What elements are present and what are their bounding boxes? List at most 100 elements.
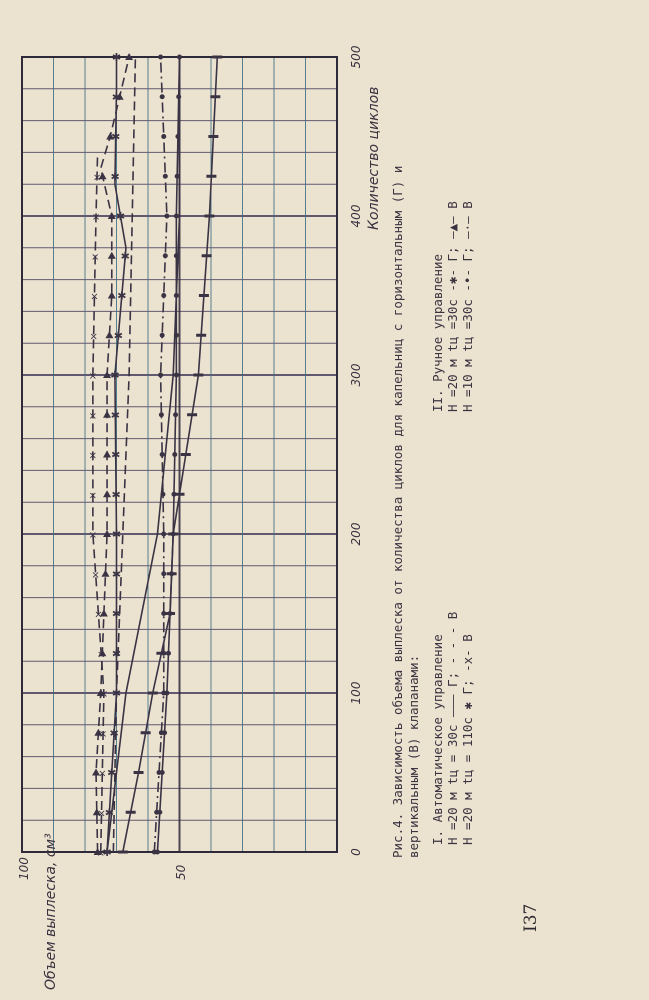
data-point-triangle xyxy=(103,530,112,537)
data-point-star: ✱ xyxy=(121,250,130,263)
data-point-dot xyxy=(161,571,167,577)
data-point-triangle xyxy=(96,689,105,696)
data-point-dot xyxy=(158,412,164,418)
data-point-triangle xyxy=(103,450,112,458)
data-point-dot xyxy=(154,849,160,855)
data-point-triangle xyxy=(106,132,115,140)
data-point-dot xyxy=(177,54,182,60)
data-point-cross: × xyxy=(89,371,97,382)
y-tick-label: 100 xyxy=(17,857,31,880)
data-point-star: ✱ xyxy=(111,409,120,422)
data-point-star: ✱ xyxy=(112,51,121,64)
data-point-star: ✱ xyxy=(110,170,119,183)
chart-series: ××××××××××××××××××✱✱✱✱✱✱✱✱✱✱✱✱✱✱✱✱✱✱✱✱✱ xyxy=(89,51,223,859)
series-8: ✱ ✱ ✱ ✱ ✱ ✱ ✱ ✱ ✱ ✱ ✱ ✱ ✱ ✱ ✱ ✱ ✱ ✱ ✱ ✱ ✱ xyxy=(102,51,129,859)
data-point-triangle xyxy=(99,609,108,617)
data-point-star: ✱ xyxy=(114,329,123,342)
legend-auto-row-1: H =20 м tц = 30с ——— Г; - - - В xyxy=(445,612,460,845)
data-point-triangle xyxy=(115,92,124,100)
data-point-star: ✱ xyxy=(111,488,120,501)
data-point-cross: × xyxy=(94,610,102,621)
legend-auto-title: I. Автоматическое управление xyxy=(430,634,445,845)
data-point-dot xyxy=(161,611,167,616)
y-axis-title: Объем выплеска, см³ xyxy=(43,833,59,990)
data-point-cross: × xyxy=(92,212,100,223)
data-point-dot xyxy=(173,293,179,298)
data-point-dot xyxy=(173,213,179,219)
data-point-dot xyxy=(170,531,176,537)
data-point-dot xyxy=(169,571,175,577)
data-point-cross: × xyxy=(97,808,105,819)
data-point-triangle xyxy=(101,569,110,577)
legend-manual-row-1: H =20 м tц =30с -✱- Г; —▲— В xyxy=(445,201,460,412)
data-point-dot xyxy=(175,134,181,139)
data-point-cross: × xyxy=(89,490,97,501)
data-point-star: ✱ xyxy=(112,91,121,104)
figure-caption: Рис.4. Зависимость объема выплеска от ко… xyxy=(390,166,475,858)
series-line xyxy=(92,152,105,853)
data-point-dot xyxy=(162,253,168,259)
data-point-dot xyxy=(173,412,179,418)
data-point-dot xyxy=(162,173,168,179)
data-point-dot xyxy=(159,332,165,338)
data-point-triangle xyxy=(103,490,112,498)
series-line xyxy=(122,56,219,853)
caption-line-1: Рис.4. Зависимость объема выплеска от ко… xyxy=(390,166,405,858)
data-point-star: ✱ xyxy=(105,806,114,819)
data-point-star: ✱ xyxy=(112,528,121,541)
data-point-dot xyxy=(174,173,180,179)
x-tick-label: 500 xyxy=(349,45,363,68)
series-7 xyxy=(92,53,134,855)
data-point-triangle xyxy=(105,331,114,339)
data-point-cross: × xyxy=(90,292,98,303)
data-point-star: ✱ xyxy=(112,687,121,700)
series-6: ×××××××××××××××××× xyxy=(89,152,108,859)
data-point-dot xyxy=(171,491,177,497)
series-line xyxy=(106,57,127,853)
data-point-star: ✱ xyxy=(111,131,120,144)
series-4 xyxy=(154,54,182,855)
data-point-cross: × xyxy=(91,252,99,263)
data-point-dot xyxy=(161,293,167,298)
series-line xyxy=(106,57,181,853)
caption-line-2: вертикальным (В) клапанами: xyxy=(406,655,421,858)
data-point-triangle xyxy=(94,728,103,736)
data-point-dot xyxy=(159,94,165,100)
data-point-triangle xyxy=(107,291,116,299)
data-point-cross: × xyxy=(89,331,97,342)
data-point-dot xyxy=(161,531,167,537)
data-point-triangle xyxy=(125,53,134,60)
data-point-star: ✱ xyxy=(112,568,121,581)
data-point-dot xyxy=(176,94,182,100)
data-point-cross: × xyxy=(99,729,107,740)
series-1 xyxy=(106,57,181,853)
data-point-dot xyxy=(172,452,178,457)
data-point-cross: × xyxy=(89,451,97,462)
x-tick-label: 200 xyxy=(349,522,363,545)
x-tick-label: 300 xyxy=(349,363,363,386)
data-point-cross: × xyxy=(97,848,105,859)
data-point-triangle xyxy=(92,808,101,816)
data-point-dot xyxy=(158,54,164,60)
data-point-cross: × xyxy=(93,172,101,183)
x-tick-label: 0 xyxy=(349,848,363,856)
y-tick-label: 50 xyxy=(174,864,188,880)
data-point-dot xyxy=(167,611,173,616)
data-point-dot xyxy=(157,809,163,815)
x-tick-label: 100 xyxy=(349,681,363,704)
data-point-star: ✱ xyxy=(107,767,116,780)
page-number: I37 xyxy=(521,904,541,932)
data-point-dot xyxy=(162,730,168,736)
data-point-dot xyxy=(159,770,165,775)
data-point-dot xyxy=(173,253,179,259)
series-line xyxy=(112,56,137,853)
data-point-star: ✱ xyxy=(102,846,111,859)
data-point-triangle xyxy=(107,251,116,259)
x-axis-title: Количество циклов xyxy=(366,87,382,230)
data-point-star: ✱ xyxy=(111,449,120,462)
data-point-dot xyxy=(173,332,179,338)
data-point-dot xyxy=(173,372,179,378)
data-point-triangle xyxy=(93,848,102,855)
data-point-dot xyxy=(164,213,170,219)
